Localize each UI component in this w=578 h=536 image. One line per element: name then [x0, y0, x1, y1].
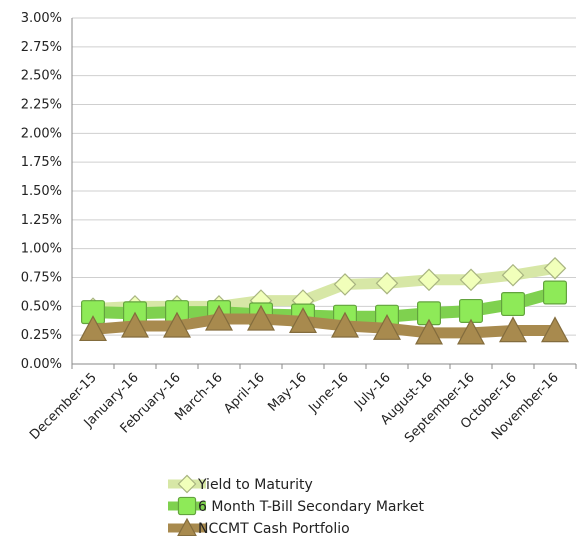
series-group — [78, 304, 570, 345]
data-point — [501, 263, 525, 287]
data-point — [120, 311, 150, 338]
data-point — [333, 273, 357, 296]
y-tick-label: 1.75% — [21, 155, 62, 170]
data-point — [417, 268, 441, 292]
data-point — [372, 313, 402, 340]
y-tick-label: 2.25% — [21, 98, 62, 113]
data-point — [330, 311, 360, 338]
data-point — [543, 256, 567, 280]
x-tick-label: June-16 — [305, 370, 351, 416]
y-tick-label: 3.00% — [21, 11, 62, 26]
legend-label: 6 Month T-Bill Secondary Market — [198, 499, 424, 515]
data-point — [375, 271, 399, 295]
y-tick-label: 0.25% — [21, 328, 62, 343]
y-tick-label: 1.00% — [21, 242, 62, 257]
data-point — [78, 315, 108, 342]
legend-label: NCCMT Cash Portfolio — [198, 521, 350, 536]
legend-marker — [177, 474, 197, 494]
data-point — [501, 292, 526, 317]
data-point — [246, 304, 276, 331]
legend-item: Yield to Maturity — [168, 474, 313, 494]
x-tick-label: December-15 — [27, 370, 100, 443]
y-tick-label: 1.25% — [21, 213, 62, 228]
data-point — [204, 304, 234, 331]
legend-label: Yield to Maturity — [197, 477, 313, 493]
y-axis-tick-labels: 0.00% 0.25% 0.50% 0.75% 1.00% 1.25% 1.50% 1.75%… — [21, 11, 62, 372]
y-tick-label: 0.75% — [21, 271, 62, 286]
y-tick-label: 2.50% — [21, 69, 62, 84]
x-tick-label: July-16 — [351, 370, 394, 413]
gridlines — [71, 17, 577, 369]
y-tick-label: 0.00% — [21, 357, 62, 372]
series-line — [92, 313, 555, 339]
y-tick-label: 1.50% — [21, 184, 62, 199]
y-tick-label: 2.00% — [21, 126, 62, 141]
legend-item: NCCMT Cash Portfolio — [168, 517, 350, 536]
data-point — [540, 316, 570, 343]
legend-marker — [177, 496, 197, 516]
x-tick-label: May-16 — [265, 370, 309, 414]
data-point — [459, 268, 483, 292]
x-axis-tick-labels: December-15January-16February-16March-16… — [27, 370, 562, 446]
legend-item: 6 Month T-Bill Secondary Market — [168, 496, 424, 516]
x-tick-label: April-16 — [221, 370, 268, 417]
series-layer — [78, 256, 570, 345]
data-point — [288, 307, 318, 333]
data-point — [498, 316, 528, 343]
y-tick-label: 0.50% — [21, 299, 62, 314]
data-point — [542, 280, 567, 305]
data-point — [456, 318, 486, 345]
y-tick-label: 2.75% — [21, 40, 62, 55]
data-point — [162, 311, 192, 338]
legend: Yield to Maturity 6 Month T-Bill Secondar… — [168, 474, 424, 536]
data-point — [414, 318, 444, 345]
